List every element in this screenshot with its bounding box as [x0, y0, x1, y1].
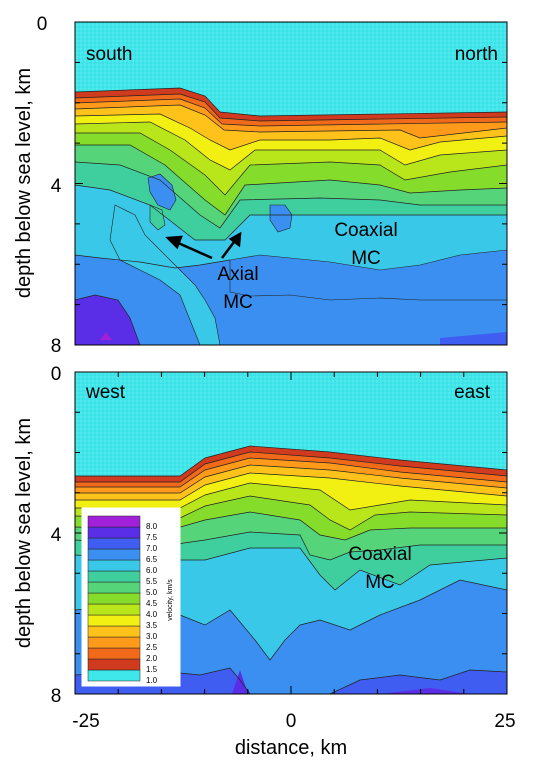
top-y-axis-label: depth below sea level, km — [13, 68, 35, 298]
legend-level-label: 6.5 — [146, 555, 158, 564]
legend-level-label: 3.0 — [146, 632, 158, 641]
bottom-coaxial-mc-label-line2: MC — [365, 572, 395, 593]
legend-level-label: 2.5 — [146, 643, 158, 652]
legend-swatch — [87, 603, 141, 616]
legend-swatch — [87, 658, 141, 671]
top-y-tick-label-0: 0 — [37, 14, 48, 35]
legend-swatch — [87, 559, 141, 572]
legend-swatch — [87, 548, 141, 561]
top-coaxial-mc-label-line2: MC — [351, 248, 381, 269]
top-right-label: north — [455, 44, 498, 65]
bottom-right-label: east — [454, 382, 491, 403]
top-y-tick-label-8: 8 — [51, 336, 62, 357]
top-y-tick-label-4: 4 — [51, 176, 62, 197]
legend-level-label: 6.0 — [146, 566, 158, 575]
top-coaxial-mc-label-line1: Coaxial — [334, 220, 397, 241]
x-tick-label-neg25: -25 — [72, 711, 99, 732]
top-left-label: south — [86, 44, 132, 65]
legend-title: velocity, km/s — [167, 579, 174, 621]
legend-swatch — [87, 581, 141, 594]
x-tick-label-0: 0 — [286, 711, 297, 732]
legend-swatch — [87, 537, 141, 550]
bottom-y-axis-label: depth below sea level, km — [13, 418, 35, 648]
legend-level-label: 4.0 — [146, 610, 158, 619]
legend-swatch — [87, 570, 141, 583]
top-y-ticks — [75, 21, 507, 346]
legend-swatch — [87, 592, 141, 605]
legend-level-label: 7.5 — [146, 533, 158, 542]
legend-swatch — [87, 625, 141, 638]
legend-swatch — [87, 669, 141, 682]
bottom-velocity-panel: west east Coaxial MC 0 4 8 depth below s… — [13, 364, 516, 759]
legend-level-label: 3.5 — [146, 621, 158, 630]
top-velocity-panel: south north Axial MC Coaxial MC 0 4 8 de… — [13, 14, 508, 357]
x-tick-label-25: 25 — [494, 711, 515, 732]
legend-swatch — [87, 614, 141, 627]
legend-level-label: 5.5 — [146, 577, 158, 586]
legend-level-label: 2.0 — [146, 654, 158, 663]
axial-mc-label-line2: MC — [223, 292, 253, 313]
bottom-y-tick-label-0: 0 — [51, 364, 62, 385]
legend-level-label: 8.0 — [146, 522, 158, 531]
top-velocity-field — [75, 22, 507, 345]
legend-level-label: 5.0 — [146, 588, 158, 597]
legend-swatches: 1.0 1.5 2.0 2.5 3.0 3.5 4.0 4.5 5.0 5.5 6.0 6.5 7.0 7… — [87, 515, 158, 685]
axial-mc-label-line1: Axial — [217, 264, 258, 285]
legend-swatch — [87, 526, 141, 539]
bottom-y-tick-label-8: 8 — [51, 686, 62, 707]
legend-swatch — [87, 636, 141, 649]
bottom-left-label: west — [85, 382, 126, 403]
legend-level-label: 1.0 — [146, 676, 158, 685]
bottom-y-tick-label-4: 4 — [51, 525, 62, 546]
legend-swatch — [87, 515, 141, 528]
legend-level-label: 1.5 — [146, 665, 158, 674]
legend-level-label: 7.0 — [146, 544, 158, 553]
x-axis-label: distance, km — [235, 737, 347, 759]
legend-swatch — [87, 647, 141, 660]
bottom-velocity-field — [75, 372, 507, 694]
velocity-legend: 1.0 1.5 2.0 2.5 3.0 3.5 4.0 4.5 5.0 5.5 6.0 6.5 7.0 7… — [81, 507, 181, 687]
axial-mc-arrows — [165, 231, 242, 260]
bottom-coaxial-mc-label-line1: Coaxial — [348, 544, 411, 565]
legend-level-label: 4.5 — [146, 599, 158, 608]
